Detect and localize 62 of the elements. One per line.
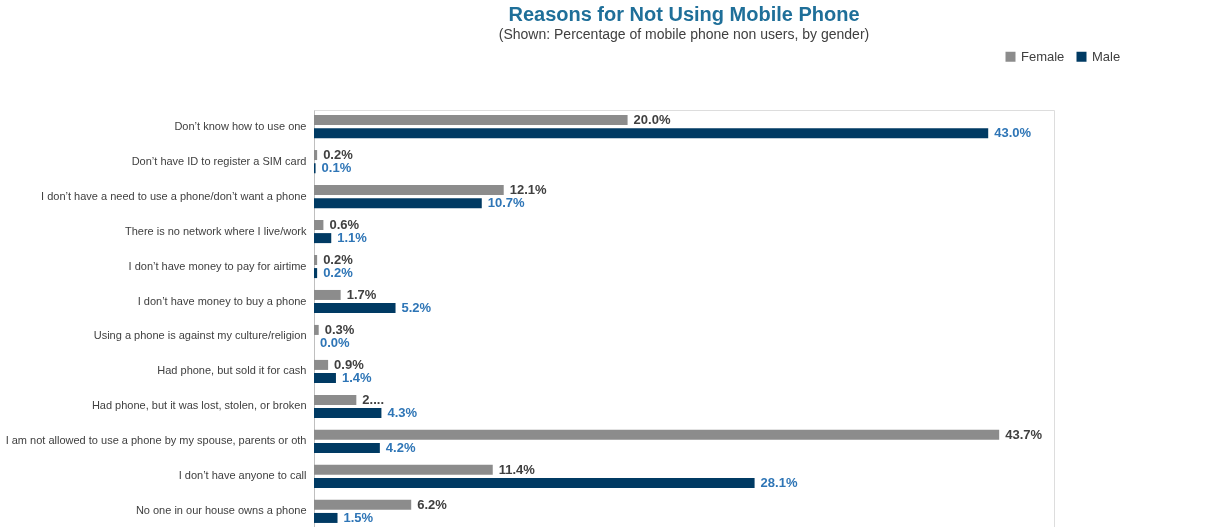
data-label: 4.3% [387, 405, 418, 421]
data-label: 4.2% [385, 439, 416, 455]
data-label: 10.7% [487, 195, 526, 211]
data-label: 2.... [362, 391, 385, 407]
data-label: 0.2% [323, 265, 354, 281]
data-label: 0.3% [324, 321, 355, 337]
bar [314, 324, 319, 335]
data-label: 6.2% [417, 496, 448, 512]
y-tick-label: Don’t know how to use one [174, 119, 307, 132]
data-label: 1.5% [343, 509, 374, 525]
data-label: 0.0% [320, 335, 351, 351]
data-label: 1.7% [346, 286, 377, 302]
y-tick-label: Had phone, but it was lost, stolen, or broken [91, 399, 307, 412]
bar [314, 254, 318, 265]
y-tick-label: Using a phone is against my culture/religion [93, 329, 307, 342]
data-label: 43.7% [1005, 426, 1043, 442]
data-label: 43.0% [994, 125, 1032, 141]
bar [314, 115, 628, 126]
y-tick-label: I don’t have money to pay for airtime [128, 259, 307, 272]
bar [314, 219, 324, 230]
y-tick-label: I don’t have a need to use a phone/don’t want a phone [41, 189, 307, 202]
y-tick-label: I don’t have money to buy a phone [137, 294, 307, 307]
bar [314, 268, 318, 279]
data-label: 28.1% [760, 474, 798, 490]
legend-label: Female [1021, 48, 1065, 64]
bar [314, 359, 329, 370]
bar [314, 185, 504, 196]
bar [314, 303, 396, 314]
legend-label: Male [1092, 48, 1121, 64]
bar [314, 233, 332, 244]
chart-title: Reasons for Not Using Mobile Phone [508, 3, 860, 25]
bar [314, 512, 338, 523]
bar [314, 289, 341, 300]
bar [314, 394, 357, 405]
data-label: 11.4% [498, 461, 536, 477]
y-tick-label: I am not allowed to use a phone by my spouse, parents or oth [5, 434, 307, 447]
data-label: 0.2% [323, 251, 354, 267]
bar [314, 442, 380, 453]
bar [314, 128, 989, 139]
bar [314, 198, 482, 209]
data-label: 20.0% [633, 112, 671, 128]
y-tick-label: No one in our house owns a phone [135, 504, 307, 517]
bar [314, 373, 336, 384]
y-tick-label: Don’t have ID to register a SIM card [131, 154, 307, 167]
bar [314, 150, 318, 161]
bar [314, 429, 1000, 440]
data-label: 12.1% [509, 182, 548, 198]
chart-subtitle: (Shown: Percentage of mobile phone non users, by gender) [498, 26, 870, 42]
y-tick-label: There is no network where I live/work [124, 224, 307, 237]
data-label: 0.2% [323, 147, 354, 163]
data-label: 1.4% [341, 370, 373, 386]
data-label: 0.6% [329, 216, 360, 232]
y-tick-label: I don’t have anyone to call [178, 469, 307, 482]
bar [314, 499, 412, 510]
y-tick-label: Had phone, but sold it for cash [157, 364, 307, 377]
data-label: 1.1% [337, 230, 368, 246]
bar [314, 477, 755, 488]
data-label: 5.2% [401, 300, 432, 316]
bar [314, 464, 493, 475]
data-label: 0.1% [321, 160, 352, 176]
bar [314, 408, 382, 419]
data-label: 0.9% [334, 356, 365, 372]
